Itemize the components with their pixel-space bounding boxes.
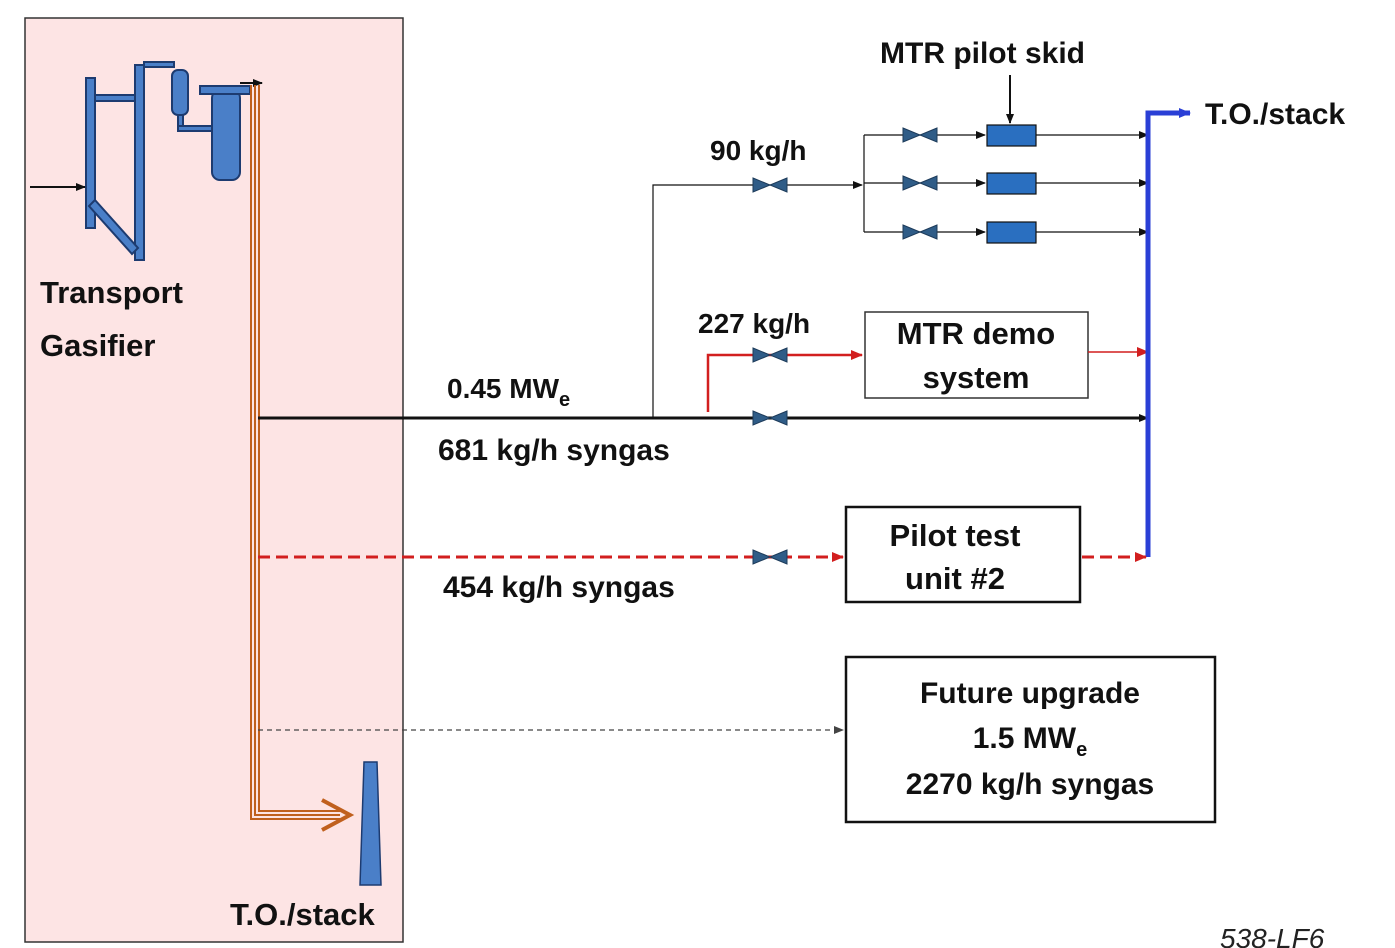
future-box [844,655,1217,824]
pilot-flow: 454 kg/h syngas [443,571,675,604]
power-subscript: e [559,389,570,411]
demo-box-label: system [923,360,1030,395]
valve [902,175,938,191]
main-flow: 681 kg/h syngas [438,434,670,467]
main-power: 0.45 MWe [447,373,570,411]
pilot-box-label: unit #2 [905,561,1005,596]
stack-label: T.O./stack [230,897,375,932]
figure-id: 538-LF6 [1220,923,1325,948]
demo-flow: 227 kg/h [698,308,810,339]
future-title: Future upgrade [920,677,1140,710]
skid-line [652,181,863,418]
valve [752,549,788,565]
skid-modules [986,124,1037,244]
valve [902,224,938,240]
future-power: 1.5 MWe [973,722,1087,761]
gasifier-label: Transport [40,275,183,310]
stack-icon [359,761,382,886]
power-value: 1.5 MW [973,722,1077,755]
outlet-label: T.O./stack [1205,98,1345,131]
future-flow: 2270 kg/h syngas [906,768,1154,801]
power-value: 0.45 MW [447,373,560,404]
gasifier-label: Gasifier [40,328,155,363]
valve [752,177,788,193]
orange-pipe [250,85,355,832]
outlet-line [1145,108,1191,557]
gasifier-icon [85,61,251,261]
power-subscript: e [1076,739,1087,761]
pilot-box-label: Pilot test [890,518,1021,553]
pilot-box [844,505,1082,604]
valve [902,127,938,143]
valve [752,410,788,426]
skid-flow: 90 kg/h [710,135,806,166]
demo-box-label: MTR demo [897,316,1055,351]
valve [752,347,788,363]
skid-label: MTR pilot skid [880,37,1085,70]
demo-line [706,350,863,412]
demo-box [864,311,1089,399]
